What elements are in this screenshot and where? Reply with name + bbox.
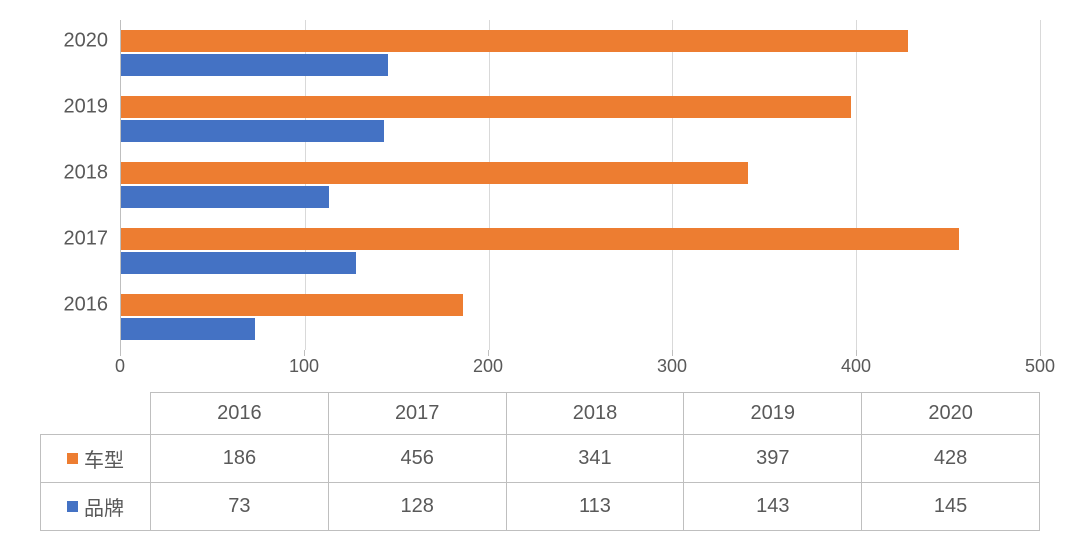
bars-container [120,20,1040,350]
series-label: 车型 [84,450,124,472]
table-corner-cell [41,393,151,435]
y-category-label: 2020 [64,30,109,53]
bar-brand [121,54,388,76]
table-cell: 341 [506,435,684,483]
table-header-cell: 2018 [506,393,684,435]
x-tick-label: 100 [289,356,319,377]
bar-brand [121,318,255,340]
bar-model [121,30,908,52]
bar-model [121,162,748,184]
table-cell: 428 [862,435,1040,483]
y-category-label: 2017 [64,228,109,251]
table-cell: 186 [151,435,329,483]
table-row: 车型 186456341397428 [41,435,1040,483]
x-tick-label: 500 [1025,356,1055,377]
chart-container: 20202019201820172016 0100200300400500 20… [40,20,1040,531]
x-tick-label: 200 [473,356,503,377]
table-cell: 143 [684,483,862,531]
table-cell: 145 [862,483,1040,531]
table-header-cell: 2019 [684,393,862,435]
series-legend-cell: 车型 [41,435,151,483]
y-category-label: 2016 [64,294,109,317]
bar-brand [121,186,329,208]
bar-brand [121,120,384,142]
y-category-label: 2018 [64,162,109,185]
series-legend-cell: 品牌 [41,483,151,531]
table-header-cell: 2016 [151,393,329,435]
table-cell: 73 [151,483,329,531]
gridline [489,20,490,350]
x-axis: 0100200300400500 [120,350,1040,382]
bar-model [121,96,851,118]
table-header-cell: 2017 [328,393,506,435]
x-tick-label: 300 [657,356,687,377]
y-category-label: 2019 [64,96,109,119]
gridline [856,20,857,350]
series-label: 品牌 [84,498,124,520]
gridline [672,20,673,350]
x-tick-label: 0 [115,356,125,377]
table-cell: 456 [328,435,506,483]
plot-area: 2020 2019 2018 2017 2016 [40,20,1040,350]
table-row: 品牌 73128113143145 [41,483,1040,531]
data-table: 20162017201820192020 车型186456341397428品牌… [40,392,1040,531]
table-header-cell: 2020 [862,393,1040,435]
table-cell: 113 [506,483,684,531]
x-tick-label: 400 [841,356,871,377]
table-header-row: 20162017201820192020 [41,393,1040,435]
table-cell: 128 [328,483,506,531]
bar-model [121,228,959,250]
bar-model [121,294,463,316]
bar-brand [121,252,356,274]
y-axis-labels: 2020 2019 2018 2017 2016 [40,20,120,350]
gridline [1040,20,1041,350]
table-cell: 397 [684,435,862,483]
legend-swatch-brand [67,501,78,512]
legend-swatch-model [67,453,78,464]
